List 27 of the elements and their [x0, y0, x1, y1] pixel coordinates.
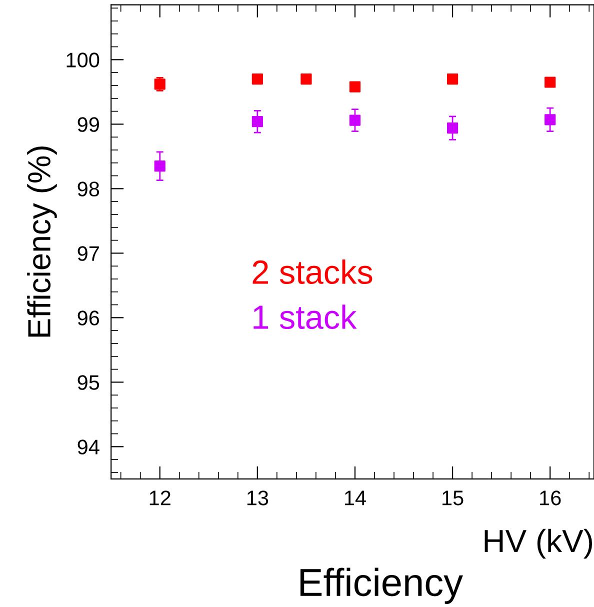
text: Efficiency: [300, 568, 463, 604]
point: [544, 114, 556, 126]
point: [446, 73, 458, 85]
x-tick-label: 12: [150, 490, 170, 506]
x-tick-label: 16: [540, 490, 561, 506]
y-tick-label: 96: [78, 310, 100, 326]
point: [544, 76, 556, 88]
y-tick-label: 97: [78, 246, 99, 261]
x-tick-label: 15: [442, 490, 464, 506]
y-tick-label: 99: [78, 117, 99, 132]
y-tick-label: 100: [66, 52, 100, 68]
point: [349, 81, 361, 92]
point: [446, 122, 458, 134]
point: [349, 114, 361, 126]
point: [300, 73, 312, 85]
point: [252, 73, 263, 85]
x-tick-label: 13: [247, 490, 268, 506]
text: 2 stacks: [252, 260, 372, 284]
point: [154, 160, 166, 172]
y-tick-label: 98: [78, 182, 100, 196]
y-tick-label: 95: [78, 375, 100, 390]
y-tick-label: 94: [78, 440, 100, 454]
y-axis-title: Efficiency (%): [27, 146, 57, 337]
text: 1 stack: [254, 304, 357, 330]
point: [252, 116, 263, 128]
x-tick-label: 14: [344, 490, 366, 506]
x-axis-title: HV (kV): [484, 528, 592, 559]
